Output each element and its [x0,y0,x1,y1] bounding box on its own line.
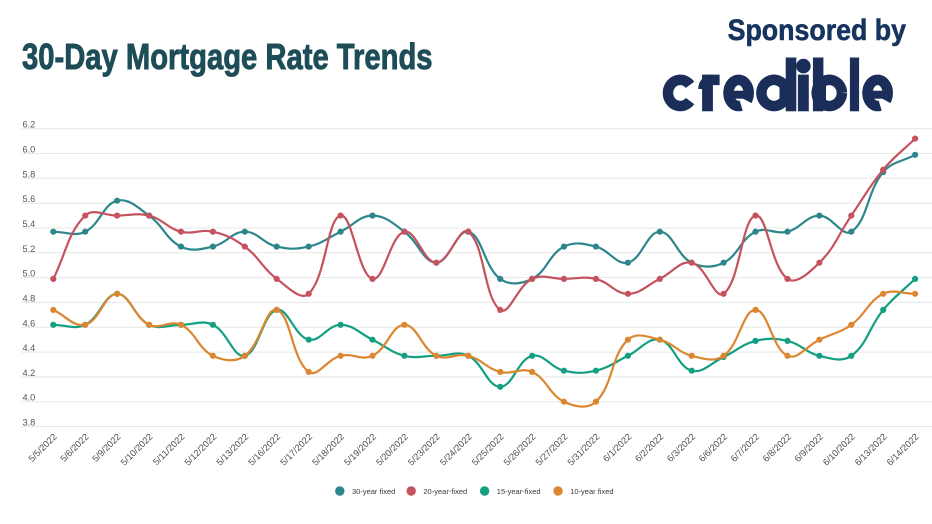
svg-text:5/31/2022: 5/31/2022 [566,432,602,468]
svg-text:20-year-fixed: 20-year-fixed [423,487,467,496]
svg-text:6/8/2022: 6/8/2022 [761,432,793,464]
svg-text:5/6/2022: 5/6/2022 [58,432,90,464]
svg-text:5.4: 5.4 [23,219,36,229]
svg-text:5.6: 5.6 [23,194,36,204]
svg-text:5/9/2022: 5/9/2022 [90,432,122,464]
svg-text:5/24/2022: 5/24/2022 [438,432,474,468]
svg-text:6/10/2022: 6/10/2022 [821,432,857,468]
svg-text:6.2: 6.2 [23,120,36,130]
svg-text:5/5/2022: 5/5/2022 [27,432,59,464]
svg-text:5/25/2022: 5/25/2022 [470,432,506,468]
svg-text:5.8: 5.8 [23,169,36,179]
svg-text:6/6/2022: 6/6/2022 [697,432,729,464]
svg-text:5/27/2022: 5/27/2022 [534,432,570,468]
svg-text:5/23/2022: 5/23/2022 [406,432,442,468]
svg-text:15-year-fixed: 15-year-fixed [497,487,541,496]
svg-text:5/19/2022: 5/19/2022 [342,432,378,468]
svg-text:30-year fixed: 30-year fixed [352,487,395,496]
svg-text:5/17/2022: 5/17/2022 [278,432,314,468]
svg-text:6/3/2022: 6/3/2022 [665,432,697,464]
svg-text:4.8: 4.8 [23,293,36,303]
svg-text:5.2: 5.2 [23,244,36,254]
svg-text:5.0: 5.0 [23,269,36,279]
svg-text:6/2/2022: 6/2/2022 [633,432,665,464]
svg-text:5/20/2022: 5/20/2022 [374,432,410,468]
svg-text:6/9/2022: 6/9/2022 [793,432,825,464]
svg-text:5/11/2022: 5/11/2022 [151,432,186,467]
svg-text:5/12/2022: 5/12/2022 [183,432,219,468]
svg-text:5/18/2022: 5/18/2022 [310,432,346,468]
svg-text:6/7/2022: 6/7/2022 [729,432,761,464]
svg-text:5/16/2022: 5/16/2022 [246,432,282,468]
svg-text:3.8: 3.8 [23,418,36,428]
svg-text:6/1/2022: 6/1/2022 [601,432,633,464]
svg-text:4.2: 4.2 [23,368,36,378]
svg-text:6/13/2022: 6/13/2022 [853,432,889,468]
svg-text:5/26/2022: 5/26/2022 [502,432,538,468]
svg-text:6/14/2022: 6/14/2022 [885,432,921,468]
svg-text:10-year fixed: 10-year fixed [570,487,613,496]
svg-text:5/10/2022: 5/10/2022 [119,432,155,468]
svg-text:4.4: 4.4 [23,343,36,353]
svg-text:4.6: 4.6 [23,318,36,328]
svg-text:4.0: 4.0 [23,393,36,403]
svg-text:5/13/2022: 5/13/2022 [214,432,250,468]
svg-text:6.0: 6.0 [23,145,36,155]
